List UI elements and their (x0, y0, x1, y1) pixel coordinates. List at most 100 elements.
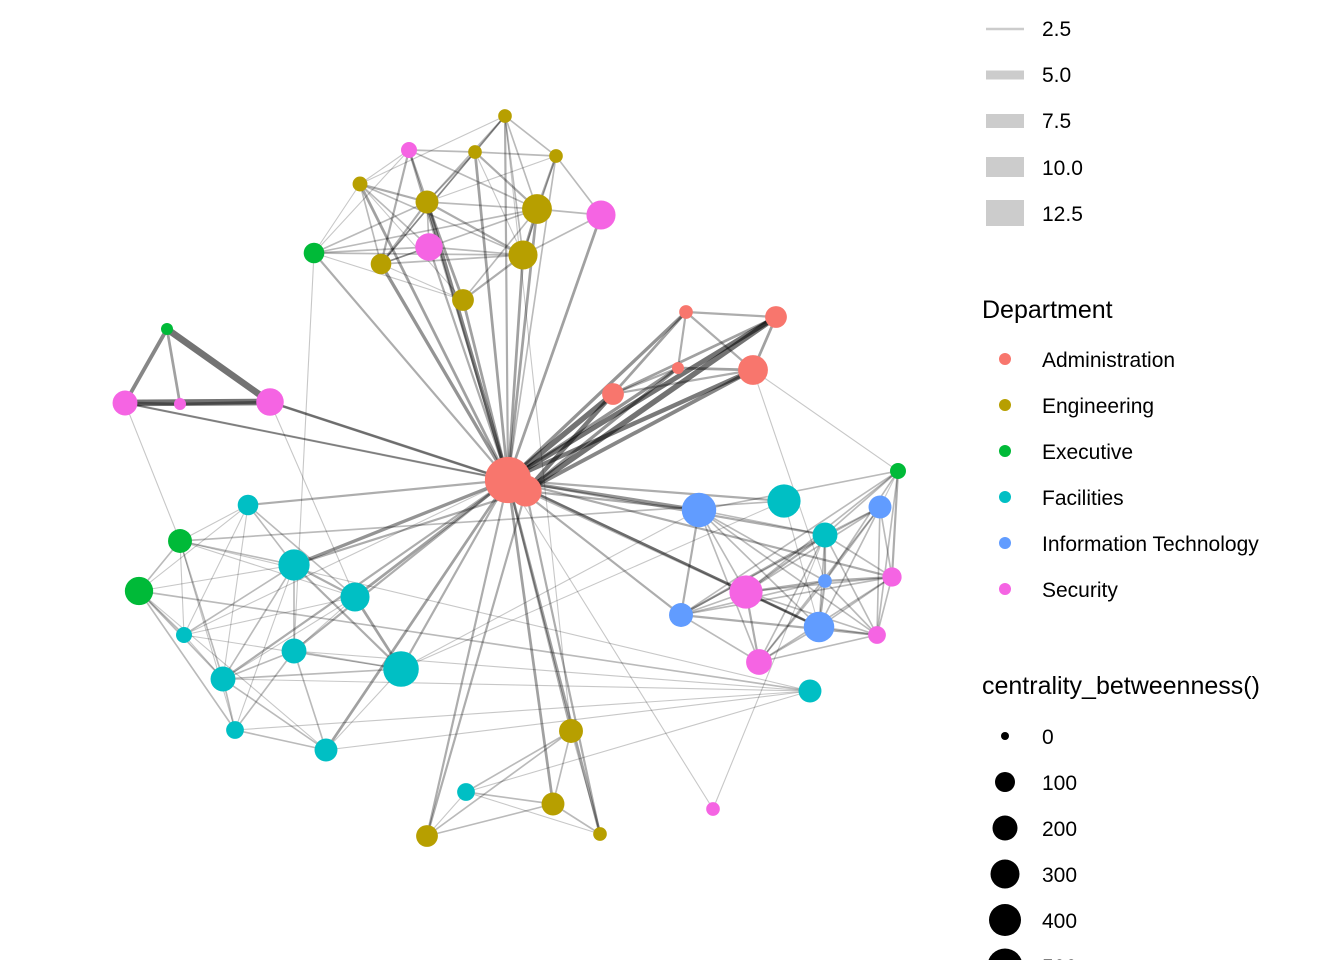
edge-width-legend-item: 12.5 (986, 200, 1083, 226)
legend-panel: 2.5 5.0 7.5 10.0 12.5 Department Adminis… (982, 18, 1260, 960)
edge (428, 246, 524, 256)
edge (123, 401, 510, 482)
edge (293, 650, 811, 692)
betweenness-legend-label: 200 (1042, 818, 1077, 841)
edge (313, 252, 464, 301)
node-administration (738, 355, 768, 385)
edge (124, 402, 181, 542)
edge (408, 149, 476, 153)
edge (427, 245, 510, 482)
edge (461, 298, 510, 482)
edge (698, 470, 899, 511)
edge (399, 478, 510, 671)
edge (823, 575, 894, 583)
node-administration (679, 305, 693, 319)
edge (506, 478, 894, 579)
edge (745, 576, 893, 593)
edge (524, 489, 602, 836)
edge (179, 540, 811, 692)
edge (268, 400, 510, 482)
department-legend-label: Security (1042, 579, 1118, 602)
edge (234, 690, 811, 731)
edge-width-legend-key (986, 27, 1024, 31)
department-legend-key (999, 445, 1011, 457)
edge (292, 563, 403, 671)
node-facilities (812, 522, 838, 548)
edge-width-legend-key (986, 114, 1024, 128)
edge-width-legend-item: 7.5 (986, 110, 1071, 133)
node-executive (303, 242, 325, 264)
edge (138, 590, 327, 751)
node-engineering (559, 719, 583, 743)
node-facilities (314, 738, 338, 762)
edge (712, 534, 826, 810)
department-legend-key (999, 537, 1011, 549)
node-executive (168, 529, 192, 553)
department-legend-title: Department (982, 296, 1113, 324)
edge (824, 470, 899, 536)
edge (425, 478, 510, 838)
edge (234, 650, 295, 731)
edge (179, 540, 356, 598)
edge (222, 564, 295, 680)
department-legend-item: Engineering (999, 395, 1154, 418)
edge (358, 182, 429, 204)
betweenness-legend: centrality_betweenness() 0 100 200 300 4… (982, 672, 1260, 960)
edge (324, 478, 510, 752)
edge (876, 506, 881, 636)
edge (425, 200, 525, 257)
edge (179, 540, 224, 680)
edge (679, 613, 879, 637)
node-facilities (798, 679, 822, 703)
node-facilities (767, 484, 801, 518)
edge (505, 314, 779, 483)
node-security (112, 390, 138, 416)
edge (380, 208, 538, 265)
department-legend: Department Administration Engineering Ex… (982, 296, 1259, 602)
edge (752, 369, 899, 472)
edge (292, 489, 528, 567)
edge (138, 504, 249, 592)
betweenness-legend-key (990, 859, 1020, 889)
edge (359, 115, 506, 185)
edge (506, 366, 680, 482)
edge (890, 469, 900, 579)
betweenness-legend-item: 400 (989, 904, 1077, 936)
edge (473, 150, 510, 482)
edge (400, 500, 785, 670)
betweenness-legend-key (989, 904, 1021, 936)
node-security (586, 200, 616, 230)
edge (506, 310, 688, 482)
department-legend-label: Facilities (1042, 487, 1124, 510)
node-security (729, 575, 763, 609)
edge (876, 576, 893, 636)
department-legend-item: Information Technology (999, 533, 1259, 556)
node-facilities (281, 638, 307, 664)
node-administration (672, 362, 684, 374)
edge (524, 366, 680, 493)
edge (359, 183, 464, 301)
edge (824, 534, 893, 578)
department-legend-key (999, 491, 1011, 503)
edge (123, 327, 169, 405)
edge (758, 580, 826, 663)
betweenness-legend-item: 300 (990, 859, 1077, 889)
edge (465, 791, 601, 835)
edge (138, 564, 295, 592)
node-engineering (541, 792, 565, 816)
betweenness-legend-label: 400 (1042, 910, 1077, 933)
node-engineering (352, 176, 368, 192)
betweenness-legend-key (995, 772, 1015, 792)
node-facilities (278, 549, 310, 581)
edge (313, 183, 361, 254)
node-facilities (383, 651, 419, 687)
edge (269, 401, 356, 598)
node-security (415, 233, 443, 261)
edge-width-legend: 2.5 5.0 7.5 10.0 12.5 (986, 18, 1083, 226)
department-legend-item: Facilities (999, 487, 1124, 510)
edge (292, 478, 510, 567)
edge (425, 200, 465, 302)
department-legend-item: Executive (999, 441, 1133, 464)
department-legend-label: Information Technology (1042, 533, 1259, 556)
betweenness-legend-item: 100 (995, 772, 1077, 795)
